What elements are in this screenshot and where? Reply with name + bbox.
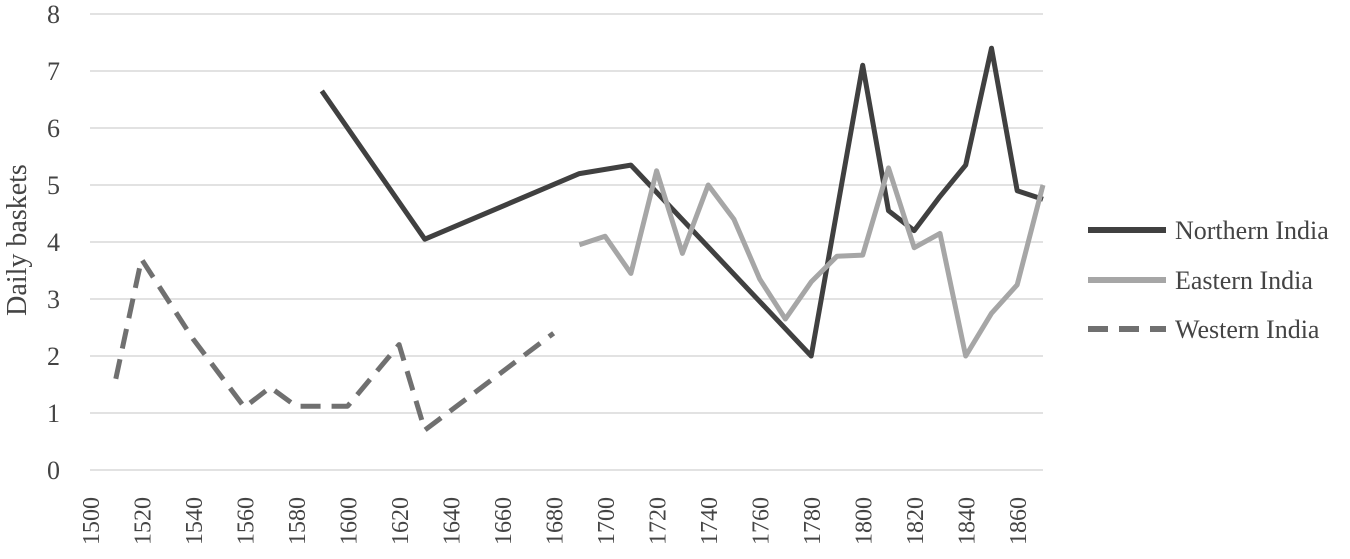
x-tick-label: 1620 — [388, 497, 414, 545]
x-tick-label: 1540 — [182, 497, 208, 545]
x-tick-label: 1720 — [646, 497, 672, 545]
x-tick-label: 1640 — [440, 497, 466, 545]
y-tick-label: 8 — [47, 0, 60, 29]
x-tick-label: 1800 — [852, 497, 878, 545]
x-tick-label: 1760 — [749, 497, 775, 545]
y-tick-label: 0 — [47, 456, 60, 485]
x-tick-label: 1840 — [955, 497, 981, 545]
x-tick-label: 1860 — [1006, 497, 1032, 545]
gridlines — [90, 13, 1043, 471]
y-tick-label: 7 — [47, 57, 60, 86]
x-tick-label: 1500 — [79, 497, 105, 545]
series-line-eastern-india — [578, 165, 1046, 359]
legend-label: Eastern India — [1175, 266, 1313, 295]
y-tick-label: 3 — [47, 285, 60, 314]
x-tick-label: 1560 — [234, 497, 260, 545]
x-axis-ticks: 1500 1520 1540 1560 1580 1600 1620 1640 1660 1680… — [79, 497, 1032, 545]
x-tick-label: 1700 — [594, 497, 620, 545]
y-tick-label: 5 — [47, 171, 60, 200]
y-tick-label: 4 — [47, 228, 60, 257]
y-tick-label: 6 — [47, 114, 60, 143]
series-lines — [113, 45, 1046, 433]
x-tick-label: 1660 — [491, 497, 517, 545]
legend: Northern India Eastern India Western India — [1088, 216, 1329, 344]
x-tick-label: 1780 — [800, 497, 826, 545]
y-tick-label: 1 — [47, 399, 60, 428]
x-tick-label: 1680 — [543, 497, 569, 545]
x-tick-label: 1820 — [903, 497, 929, 545]
series-line-northern-india — [319, 45, 1044, 359]
y-axis-title: Daily baskets — [2, 164, 33, 316]
x-tick-label: 1580 — [285, 497, 311, 545]
y-axis-ticks: 0 1 2 3 4 5 6 7 8 — [47, 0, 60, 485]
x-tick-label: 1740 — [697, 497, 723, 545]
x-tick-label: 1520 — [131, 497, 157, 545]
legend-label: Western India — [1175, 315, 1320, 344]
legend-label: Northern India — [1175, 216, 1329, 245]
y-tick-label: 2 — [47, 342, 60, 371]
series-line-western-india — [113, 256, 556, 433]
x-tick-label: 1600 — [337, 497, 363, 545]
